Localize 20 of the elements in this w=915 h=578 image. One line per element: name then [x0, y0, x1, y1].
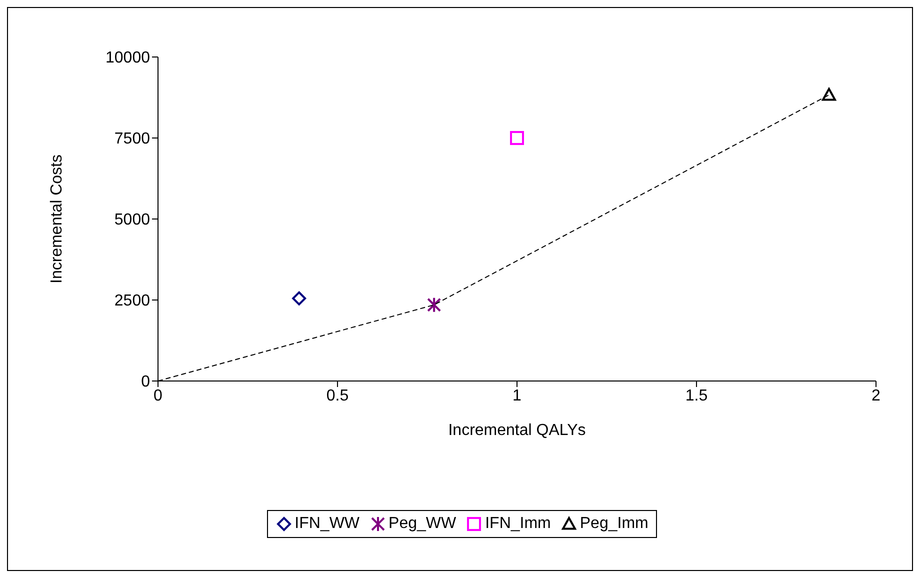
- y-tick-label: 10000: [106, 50, 150, 67]
- point: [427, 296, 442, 313]
- x-axis-title: Incremental QALYs: [448, 422, 586, 439]
- y-tick-label: 0: [141, 374, 150, 391]
- legend-label: IFN_Imm: [485, 515, 551, 533]
- legend-label: Peg_WW: [388, 515, 456, 533]
- y-tick-label: 2500: [114, 292, 150, 310]
- x-tick-label: 1.5: [685, 387, 708, 404]
- x-tick-label: 2: [872, 387, 881, 404]
- x-tick-label: 0.5: [326, 387, 349, 404]
- legend-label: Peg_Imm: [580, 515, 648, 533]
- y-tick-label: 7500: [114, 130, 150, 148]
- point: [510, 131, 524, 145]
- x-tick-label: 1: [512, 387, 522, 404]
- x-tick-label: 0: [154, 387, 163, 404]
- point: [822, 88, 836, 101]
- legend-label: IFN_WW: [294, 515, 360, 533]
- point: [292, 291, 306, 306]
- y-axis-title: Incremental Costs: [48, 154, 66, 284]
- y-tick-label: 5000: [114, 212, 150, 229]
